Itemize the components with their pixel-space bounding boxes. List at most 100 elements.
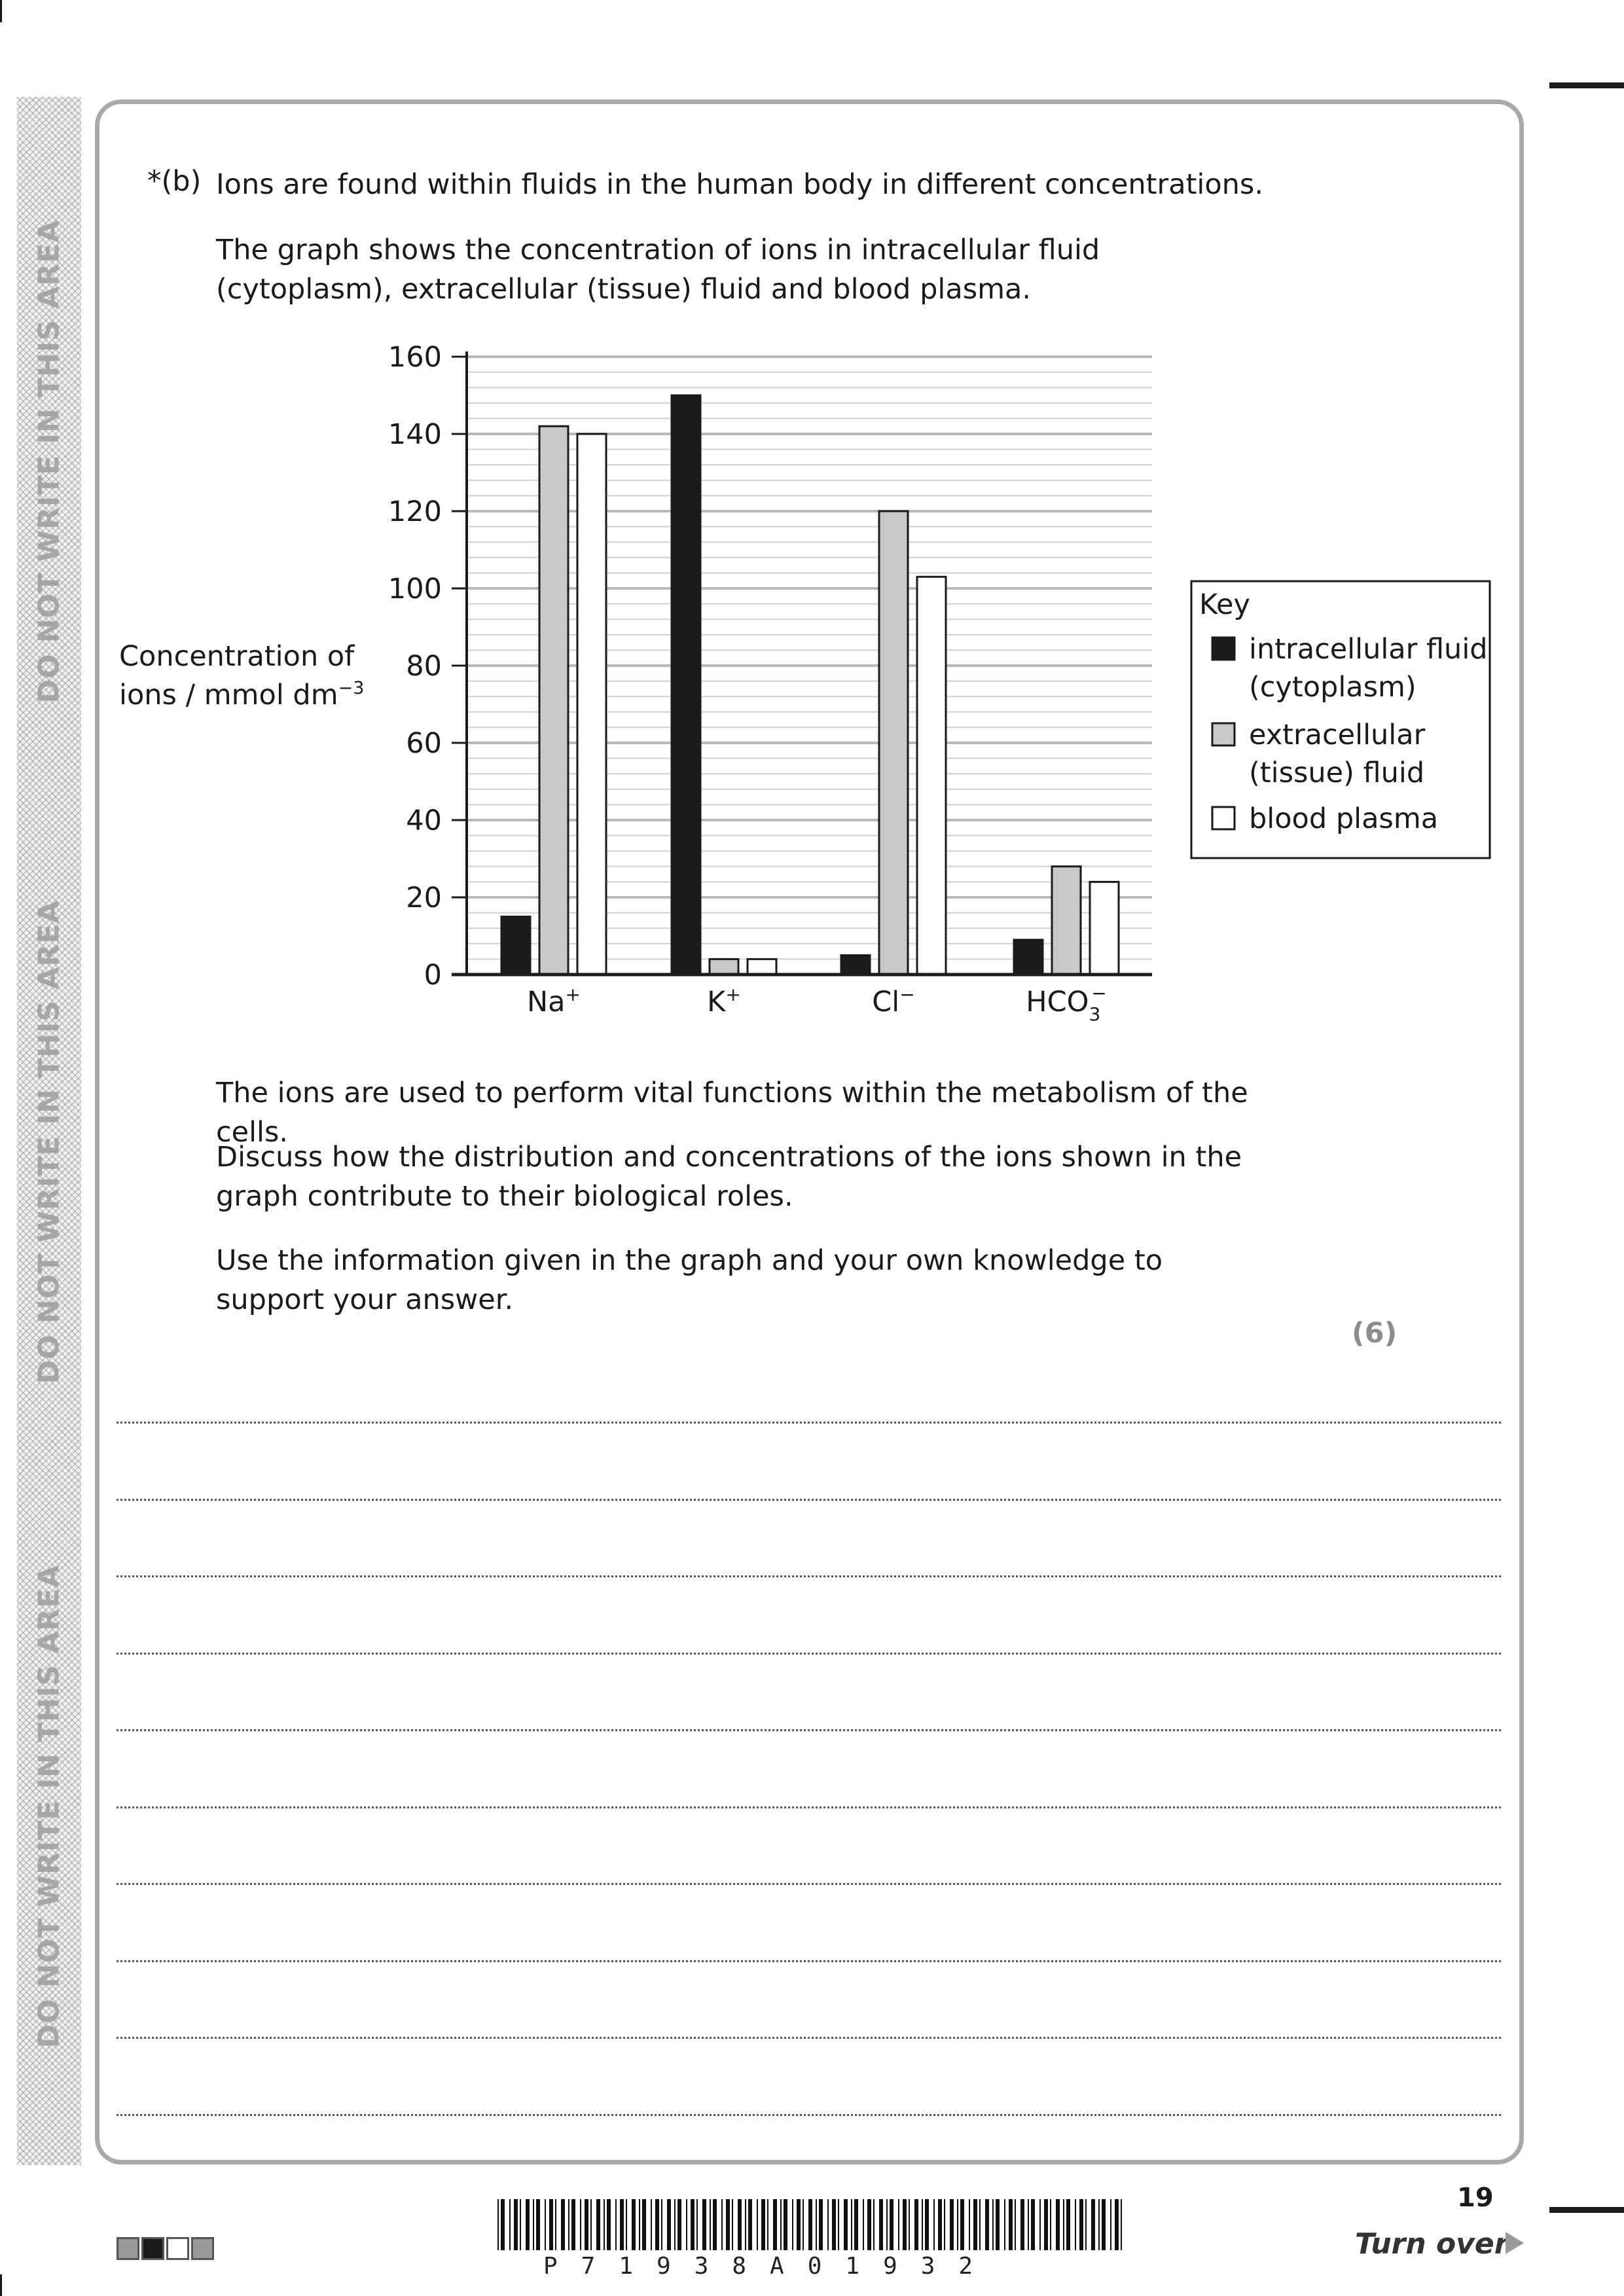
answer-line[interactable] bbox=[117, 1653, 1501, 1655]
turn-over-arrow-icon bbox=[1506, 2232, 1524, 2254]
marker-square bbox=[166, 2237, 189, 2260]
barcode-bar bbox=[886, 2199, 888, 2250]
barcode-bar bbox=[571, 2199, 575, 2250]
barcode-bar bbox=[745, 2199, 746, 2250]
barcode-bar bbox=[1098, 2199, 1100, 2250]
barcode-bar bbox=[879, 2199, 883, 2250]
barcode-bar bbox=[1009, 2199, 1013, 2250]
answer-line[interactable] bbox=[117, 1960, 1501, 1962]
barcode-bar bbox=[816, 2199, 817, 2250]
answer-line[interactable] bbox=[117, 1729, 1501, 1731]
y-tick-label: 100 bbox=[388, 573, 442, 605]
barcode-bar bbox=[873, 2199, 875, 2250]
barcode-bar bbox=[985, 2199, 989, 2250]
answer-line[interactable] bbox=[117, 2114, 1501, 2116]
barcode-bar bbox=[960, 2199, 964, 2250]
barcode-bar bbox=[767, 2199, 768, 2250]
barcode-bar bbox=[827, 2199, 829, 2250]
barcode-bar bbox=[520, 2199, 521, 2250]
barcode-bar bbox=[996, 2199, 1000, 2250]
legend-label-extracellular-2: (tissue) fluid bbox=[1249, 757, 1424, 789]
barcode-bar bbox=[797, 2199, 801, 2250]
barcode-bar bbox=[757, 2199, 758, 2250]
barcode-bar bbox=[732, 2199, 733, 2250]
barcode-bar bbox=[1004, 2199, 1005, 2250]
barcode-bar bbox=[1020, 2199, 1024, 2250]
barcode-bar bbox=[925, 2199, 929, 2250]
legend-swatch-extracellular bbox=[1211, 722, 1236, 747]
barcode-bar bbox=[909, 2199, 910, 2250]
y-axis-label-line1: Concentration of bbox=[119, 640, 355, 673]
marker-square bbox=[141, 2237, 164, 2260]
barcode-bar bbox=[1044, 2199, 1048, 2250]
answer-line[interactable] bbox=[117, 1575, 1501, 1577]
barcode-bar bbox=[549, 2199, 553, 2250]
crop-mark bbox=[1549, 82, 1624, 88]
barcode-bar bbox=[655, 2199, 659, 2250]
barcode-bar bbox=[590, 2199, 592, 2250]
barcode-bar bbox=[938, 2199, 942, 2250]
vital-functions-text: The ions are used to perform vital funct… bbox=[216, 1077, 1248, 1149]
chart-svg: 0 20 40 60 80 100 120 140 160 Na+ K+ Cl− HCO3− Conc… bbox=[119, 341, 1491, 1025]
legend-label-intracellular-2: (cytoplasm) bbox=[1249, 671, 1416, 704]
barcode-bar bbox=[969, 2199, 970, 2250]
barcode-bar bbox=[1050, 2199, 1051, 2250]
x-tick-label: HCO3− bbox=[1026, 982, 1107, 1025]
barcode-bar bbox=[922, 2199, 923, 2250]
barcode-bar bbox=[691, 2199, 695, 2250]
barcode-bar bbox=[580, 2199, 581, 2250]
barcode-bar bbox=[1110, 2199, 1111, 2250]
barcode-bar bbox=[686, 2199, 687, 2250]
barcode-bar bbox=[1028, 2199, 1029, 2250]
barcode-bar bbox=[642, 2199, 646, 2250]
answer-line[interactable] bbox=[117, 1806, 1501, 1808]
barcode-bar bbox=[792, 2199, 793, 2250]
legend-swatch-plasma bbox=[1211, 806, 1236, 831]
crop-mark bbox=[1549, 2207, 1624, 2213]
barcode-bar bbox=[497, 2199, 499, 2250]
y-tick-label: 80 bbox=[406, 650, 442, 683]
barcode-bar bbox=[773, 2199, 777, 2250]
barcode-bar bbox=[1115, 2199, 1119, 2250]
barcode-bar bbox=[1079, 2199, 1083, 2250]
barcode-bar bbox=[863, 2199, 864, 2250]
barcode-bar bbox=[555, 2199, 556, 2250]
barcode-bar bbox=[536, 2199, 540, 2250]
barcode-bar bbox=[509, 2199, 511, 2250]
barcode-bar bbox=[780, 2199, 782, 2250]
barcode-bar bbox=[561, 2199, 565, 2250]
legend-label-extracellular: extracellular bbox=[1249, 719, 1426, 751]
barcode-bar bbox=[721, 2199, 723, 2250]
barcode-bar bbox=[851, 2199, 852, 2250]
barcode-bar bbox=[726, 2199, 730, 2250]
barcode-bar bbox=[979, 2199, 981, 2250]
y-tick-label: 140 bbox=[388, 418, 442, 451]
x-tick-label: Cl− bbox=[872, 984, 914, 1018]
x-tick-label: K+ bbox=[707, 984, 741, 1018]
y-tick-label: 60 bbox=[406, 727, 442, 760]
barcode-bar bbox=[604, 2199, 605, 2250]
barcode-bar bbox=[674, 2199, 676, 2250]
page-number: 19 bbox=[1457, 2183, 1494, 2213]
answer-line[interactable] bbox=[117, 2037, 1501, 2039]
use-info-instruction: Use the information given in the graph a… bbox=[216, 1244, 1163, 1316]
legend-label-plasma: blood plasma bbox=[1249, 802, 1438, 835]
barcode-bar bbox=[1121, 2199, 1122, 2250]
answer-line[interactable] bbox=[117, 1883, 1501, 1885]
bar bbox=[878, 510, 909, 976]
question-intro: Ions are found within fluids in the huma… bbox=[216, 168, 1264, 201]
y-tick-label: 120 bbox=[388, 495, 442, 528]
answer-line[interactable] bbox=[117, 1422, 1501, 1424]
barcode-bar bbox=[784, 2199, 787, 2250]
y-tick-label: 20 bbox=[406, 882, 442, 914]
barcode-bar bbox=[632, 2199, 636, 2250]
barcode-bar bbox=[702, 2199, 706, 2250]
y-tick-label: 0 bbox=[424, 959, 442, 992]
barcode-bar bbox=[838, 2199, 839, 2250]
barcode-bar bbox=[713, 2199, 717, 2250]
barcode-bar bbox=[957, 2199, 958, 2250]
bar bbox=[1089, 880, 1120, 976]
answer-line[interactable] bbox=[117, 1499, 1501, 1501]
barcode-bar bbox=[626, 2199, 627, 2250]
legend-box bbox=[1190, 580, 1491, 859]
